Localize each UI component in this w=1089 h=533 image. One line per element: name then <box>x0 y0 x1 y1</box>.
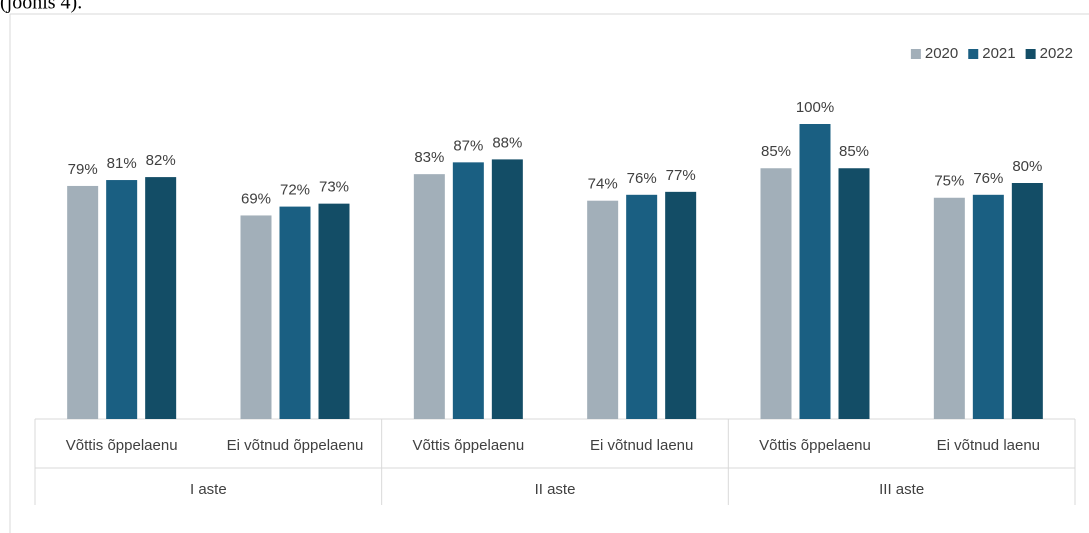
caption: (joonis 4). <box>0 0 82 14</box>
bar <box>279 206 311 419</box>
data-label: 74% <box>588 176 618 193</box>
data-label: 100% <box>796 99 834 116</box>
bar <box>240 215 272 419</box>
data-label: 77% <box>666 167 696 184</box>
x-tick-label: Võttis õppelaenu <box>412 437 524 454</box>
bar <box>491 159 523 419</box>
bar <box>799 124 831 419</box>
legend-label: 2021 <box>982 45 1015 62</box>
data-label: 85% <box>839 143 869 160</box>
data-label: 69% <box>241 190 271 207</box>
data-label: 87% <box>453 137 483 154</box>
data-label: 76% <box>627 170 657 187</box>
bar <box>106 180 138 419</box>
x-tick-label: Ei võtnud õppelaenu <box>227 437 364 454</box>
bar <box>838 168 870 419</box>
group-label: II aste <box>535 481 576 498</box>
data-label: 76% <box>973 170 1003 187</box>
group-label: I aste <box>190 481 227 498</box>
legend-swatch <box>1025 49 1036 59</box>
bar <box>67 185 99 419</box>
data-label: 83% <box>414 149 444 166</box>
bar <box>972 194 1004 419</box>
x-tick-label: Ei võtnud laenu <box>590 437 693 454</box>
data-label: 81% <box>107 155 137 172</box>
bar <box>318 203 350 419</box>
data-label: 80% <box>1012 158 1042 175</box>
bar <box>760 168 792 419</box>
legend-swatch <box>968 49 979 59</box>
legend-label: 2022 <box>1040 45 1073 62</box>
x-tick-label: Võttis õppelaenu <box>759 437 871 454</box>
x-tick-label: Võttis õppelaenu <box>66 437 178 454</box>
x-tick-label: Ei võtnud laenu <box>937 437 1040 454</box>
bar <box>145 177 177 419</box>
bar <box>587 200 619 419</box>
data-label: 79% <box>68 161 98 178</box>
group-label: III aste <box>879 481 924 498</box>
bar <box>452 162 484 419</box>
data-label: 88% <box>492 134 522 151</box>
bar <box>626 194 658 419</box>
data-label: 82% <box>146 152 176 169</box>
data-label: 72% <box>280 182 310 199</box>
legend-swatch <box>910 49 921 59</box>
data-label: 85% <box>761 143 791 160</box>
data-label: 73% <box>319 179 349 196</box>
data-label: 75% <box>934 173 964 190</box>
bar <box>665 191 697 419</box>
bar <box>1011 183 1043 419</box>
bar <box>413 174 445 419</box>
bar <box>933 197 965 419</box>
legend-label: 2020 <box>925 45 958 62</box>
